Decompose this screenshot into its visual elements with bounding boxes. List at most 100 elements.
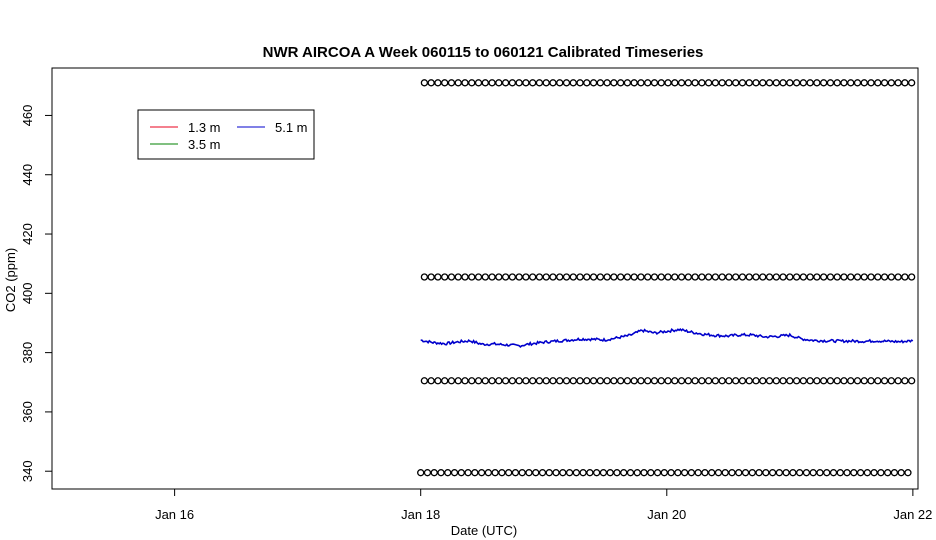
data-point [423,469,432,477]
data-point [616,377,625,385]
data-point [556,273,564,281]
data-point [704,273,713,281]
data-point [437,469,445,477]
data-point [644,79,652,87]
data-point [691,377,699,385]
data-point [883,469,892,477]
data-point [907,79,916,87]
data-point [671,377,679,385]
data-point [610,377,618,385]
data-point [671,79,679,87]
data-point [687,469,696,477]
calibration-markers [420,273,916,281]
data-point [799,79,808,87]
data-point [907,377,916,385]
data-point [762,469,770,477]
data-point [508,377,517,385]
data-point [549,377,557,385]
data-point [647,469,655,477]
data-point [474,377,483,385]
data-point [711,273,720,281]
data-point [515,79,523,87]
data-point [772,377,780,385]
data-point [820,79,828,87]
data-point [880,273,889,281]
data-point [626,469,635,477]
data-point [714,469,723,477]
data-point [779,79,787,87]
data-point [529,273,537,281]
x-tick-label: Jan 18 [401,507,440,522]
x-tick-label: Jan 16 [155,507,194,522]
data-point [488,79,496,87]
data-point [786,79,794,87]
data-point [461,377,469,385]
data-point [552,469,560,477]
data-point [491,469,499,477]
data-point [725,79,733,87]
y-tick-label: 400 [20,282,35,304]
data-point [420,273,429,281]
data-point [847,79,855,87]
data-point [616,273,625,281]
data-point [572,469,580,477]
data-point [806,79,814,87]
data-point [887,273,895,281]
data-point [427,79,435,87]
data-point [518,469,526,477]
data-point [826,79,835,87]
calibration-markers [420,377,916,385]
data-point [840,377,848,385]
data-point [674,469,682,477]
data-point [556,79,564,87]
data-point [813,79,821,87]
data-point [508,79,517,87]
data-point [477,469,486,477]
data-point [901,273,909,281]
data-point [894,79,902,87]
data-point [680,469,689,477]
data-point [796,469,804,477]
data-point [650,273,659,281]
data-point [671,273,679,281]
data-point [708,469,716,477]
y-tick-label: 460 [20,105,35,127]
data-point [691,79,699,87]
y-tick-label: 360 [20,401,35,423]
data-point [488,377,496,385]
data-point [887,377,895,385]
data-point [829,469,838,477]
data-point [644,273,652,281]
data-point [759,273,767,281]
data-point [427,273,435,281]
data-point [711,79,720,87]
data-point [430,469,438,477]
data-point [698,273,706,281]
data-point [684,377,692,385]
legend: 1.3 m 3.5 m 5.1 m [137,109,315,160]
data-point [867,273,875,281]
data-point [738,377,747,385]
data-point [826,377,835,385]
data-point [447,377,456,385]
data-point [434,377,442,385]
data-point [772,273,780,281]
data-point [630,273,638,281]
data-point [816,469,824,477]
data-point [468,79,476,87]
data-point [732,79,740,87]
data-point [613,469,621,477]
data-point [890,469,899,477]
data-point [495,79,503,87]
data-point [481,377,489,385]
data-point [495,273,503,281]
data-point [596,273,604,281]
data-point [698,377,706,385]
data-point [765,273,774,281]
data-point [515,273,523,281]
data-point [610,273,618,281]
data-point [505,469,513,477]
data-point [836,469,844,477]
data-point [823,469,831,477]
data-point [464,469,472,477]
